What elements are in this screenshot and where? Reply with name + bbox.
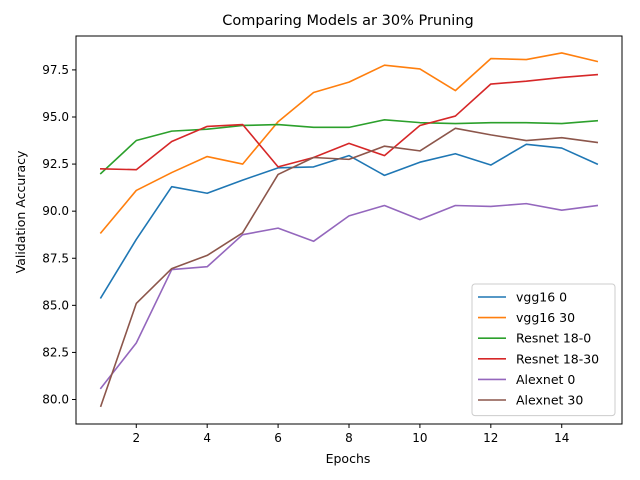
plot-frame xyxy=(75,35,623,425)
y-axis-label: Validation Accuracy xyxy=(13,150,28,273)
series-line-5 xyxy=(99,127,599,408)
y-tick-label: 97.5 xyxy=(42,63,69,77)
y-tick-label: 92.5 xyxy=(42,157,69,171)
y-tick-label: 85.0 xyxy=(42,298,69,312)
x-tick-label: 8 xyxy=(345,431,353,445)
legend-label: Resnet 18-30 xyxy=(516,351,599,366)
y-tick-label: 82.5 xyxy=(42,345,69,359)
legend-label: vgg16 30 xyxy=(516,310,575,325)
legend-box xyxy=(471,283,616,417)
y-tick-label: 87.5 xyxy=(42,251,69,265)
series-line-2 xyxy=(99,119,599,175)
x-tick-label: 4 xyxy=(203,431,211,445)
x-tick-label: 2 xyxy=(132,431,140,445)
plot-lines xyxy=(99,52,599,408)
series-line-1 xyxy=(99,52,599,234)
y-tick-label: 80.0 xyxy=(42,393,69,407)
x-axis-label: Epochs xyxy=(326,451,371,466)
legend-label: vgg16 0 xyxy=(516,290,567,305)
y-tick-label: 90.0 xyxy=(42,204,69,218)
legend-label: Alexnet 0 xyxy=(516,372,575,387)
x-axis: 2 4 6 8 10 12 14 xyxy=(132,424,569,445)
series-line-0 xyxy=(99,143,599,299)
x-tick-label: 14 xyxy=(554,431,569,445)
series-line-4 xyxy=(99,202,599,390)
legend-label: Resnet 18-0 xyxy=(516,331,591,346)
legend-label: Alexnet 30 xyxy=(516,393,583,408)
x-tick-label: 6 xyxy=(274,431,282,445)
x-tick-label: 10 xyxy=(412,431,427,445)
series-line-3 xyxy=(99,73,599,171)
y-tick-label: 95.0 xyxy=(42,110,69,124)
y-axis: 80.0 82.5 85.0 87.5 90.0 92.5 95.0 97.5 xyxy=(42,63,76,407)
x-tick-label: 12 xyxy=(483,431,498,445)
legend: vgg16 0 vgg16 30 Resnet 18-0 Resnet 18-30 Al… xyxy=(471,283,616,417)
chart-title: Comparing Models ar 30% Pruning xyxy=(222,13,473,29)
